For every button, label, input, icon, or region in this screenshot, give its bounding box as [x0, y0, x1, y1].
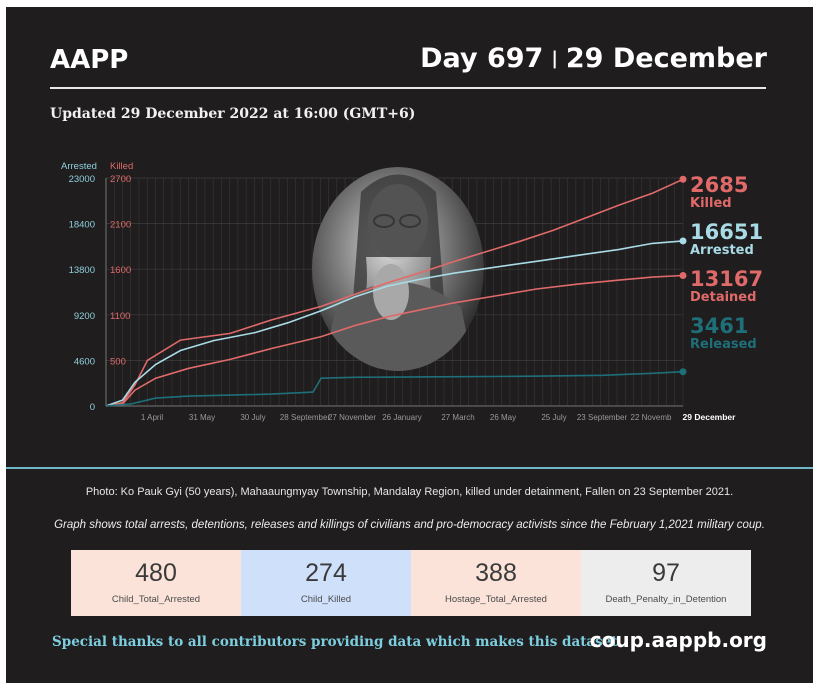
x-axis-tick-label: 27 March	[441, 413, 474, 422]
x-axis-tick-label: 25 July	[541, 413, 566, 422]
right-axis-title: Killed	[110, 161, 133, 172]
series-end-dot-arrested	[679, 237, 687, 245]
stat-hostage-total-arrested: 388 Hostage_Total_Arrested	[411, 550, 581, 616]
stat-label: Death_Penalty_in_Detention	[605, 594, 727, 605]
stat-value: 97	[652, 559, 680, 587]
end-value-detained: 13167	[690, 267, 763, 291]
website-url[interactable]: coup.aappb.org	[589, 628, 767, 652]
series-line-detained	[105, 274, 684, 407]
end-value-killed: 2685	[690, 173, 748, 197]
brand-title: AAPP	[50, 45, 129, 75]
x-axis-tick-label: 26 January	[382, 413, 422, 422]
stat-value: 274	[305, 559, 347, 587]
series-line-released	[105, 370, 684, 407]
left-axis-tick-label: 9200	[74, 311, 95, 322]
chart-axes: 23000 18400 13800 9200 4600 0 2700 2100 1600 1100…	[61, 161, 736, 422]
right-axis-tick-label: 2100	[110, 220, 131, 231]
stat-death-penalty-in-detention: 97 Death_Penalty_in_Detention	[581, 550, 751, 616]
end-value-released: 3461	[690, 314, 748, 338]
left-axis-tick-label: 4600	[74, 356, 95, 367]
x-axis-tick-label: 28 September	[280, 413, 331, 422]
stat-label: Child_Killed	[300, 594, 352, 605]
series-line-arrested	[105, 240, 684, 407]
end-name-detained: Detained	[690, 290, 756, 305]
series-line-killed	[105, 178, 684, 407]
left-axis-tick-label: 13800	[69, 265, 95, 276]
right-axis-tick-label: 1600	[110, 265, 131, 276]
stat-label: Hostage_Total_Arrested	[445, 594, 547, 605]
right-axis-tick-label: 1100	[110, 311, 130, 322]
left-axis-title: Arrested	[61, 161, 97, 172]
left-axis-tick-label: 0	[90, 402, 95, 413]
stat-label: Child_Total_Arrested	[111, 594, 201, 605]
series-end-dot-detained	[679, 271, 687, 279]
series-end-dot-released	[679, 368, 687, 376]
photo-caption: Photo: Ko Pauk Gyi (50 years), Mahaaungm…	[85, 486, 734, 498]
cumulative-chart: 23000 18400 13800 9200 4600 0 2700 2100 1600 1100…	[61, 161, 763, 422]
section-divider	[6, 467, 813, 469]
x-axis-tick-label: 26 May	[490, 413, 516, 422]
left-axis-tick-label: 18400	[69, 220, 95, 231]
graph-description: Graph shows total arrests, detentions, r…	[54, 519, 765, 531]
x-axis-tick-label: 23 September	[577, 413, 628, 422]
right-axis-tick-label: 2700	[110, 174, 131, 185]
right-axis-tick-label: 500	[110, 356, 126, 367]
series-end-dot-killed	[679, 175, 687, 183]
end-name-arrested: Arrested	[690, 243, 754, 258]
end-value-arrested: 16651	[690, 220, 763, 244]
end-name-killed: Killed	[690, 196, 732, 211]
chart-series	[105, 175, 687, 407]
updated-timestamp: Updated 29 December 2022 at 16:00 (GMT+6…	[50, 106, 416, 122]
day-date: 29 December	[565, 43, 767, 74]
stat-child-killed: 274 Child_Killed	[241, 550, 411, 616]
x-axis-tick-label: 1 April	[141, 413, 163, 422]
stat-value: 480	[135, 559, 177, 587]
day-number: Day 697	[420, 43, 544, 74]
day-counter: Day 697 | 29 December	[420, 43, 767, 74]
x-axis-tick-label: 29 December	[683, 412, 737, 422]
stat-child-total-arrested: 480 Child_Total_Arrested	[71, 550, 241, 616]
x-axis-tick-label: 30 July	[240, 413, 265, 422]
x-axis-tick-label: 31 May	[189, 413, 215, 422]
thanks-note: Special thanks to all contributors provi…	[52, 634, 623, 650]
day-separator: |	[551, 48, 558, 69]
x-axis-tick-label: 27 November	[328, 413, 376, 422]
x-axis-tick-label: 22 Novemb	[631, 413, 672, 422]
stats-row: 480 Child_Total_Arrested 274 Child_Killed …	[71, 550, 751, 616]
left-axis-tick-label: 23000	[69, 174, 95, 185]
infographic-frame: AAPP Day 697 | 29 December Updated 29 Dece…	[6, 7, 813, 683]
header-rule	[50, 87, 766, 89]
end-name-released: Released	[690, 337, 757, 352]
stat-value: 388	[475, 559, 517, 587]
